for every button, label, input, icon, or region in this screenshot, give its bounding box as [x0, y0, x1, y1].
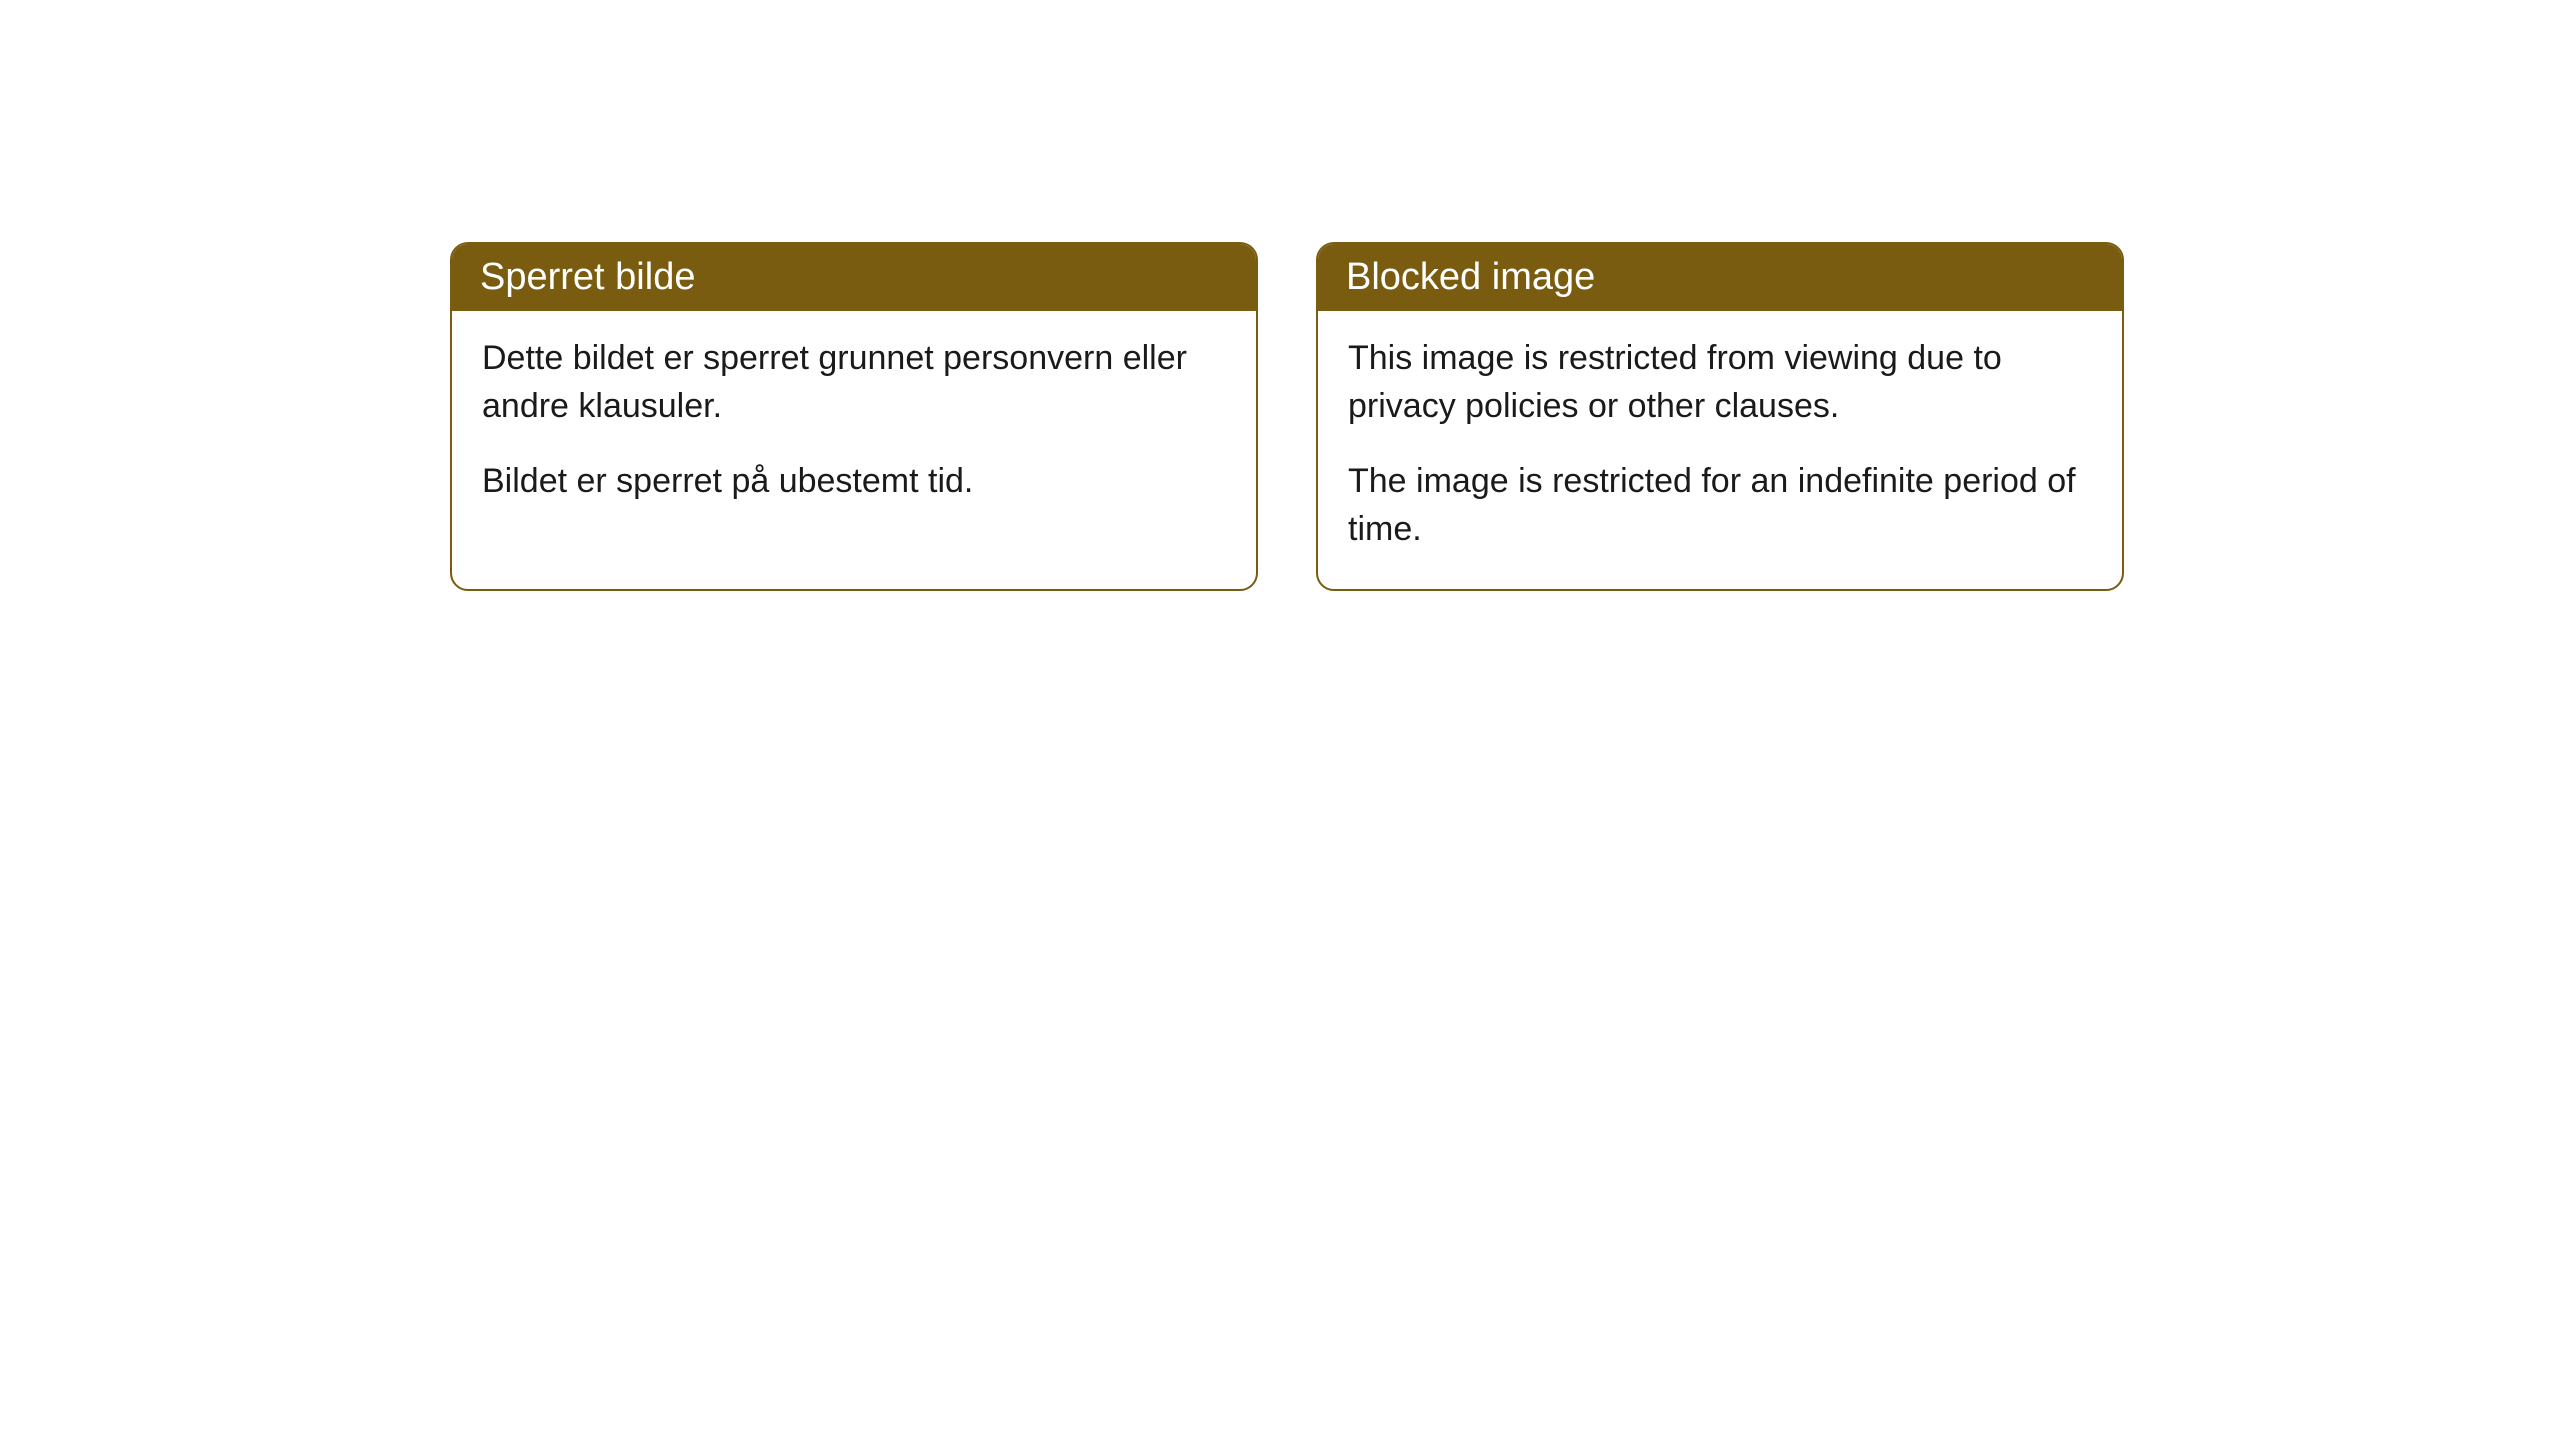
card-paragraph: The image is restricted for an indefinit…: [1348, 458, 2092, 553]
card-header: Blocked image: [1318, 244, 2122, 311]
card-title: Sperret bilde: [480, 256, 695, 298]
notice-card-english: Blocked image This image is restricted f…: [1316, 242, 2124, 591]
notice-card-norwegian: Sperret bilde Dette bildet er sperret gr…: [450, 242, 1258, 591]
card-paragraph: Bildet er sperret på ubestemt tid.: [482, 458, 1226, 506]
notice-cards-container: Sperret bilde Dette bildet er sperret gr…: [450, 242, 2124, 591]
card-body: Dette bildet er sperret grunnet personve…: [452, 311, 1256, 542]
card-paragraph: Dette bildet er sperret grunnet personve…: [482, 335, 1226, 430]
card-paragraph: This image is restricted from viewing du…: [1348, 335, 2092, 430]
card-body: This image is restricted from viewing du…: [1318, 311, 2122, 589]
card-header: Sperret bilde: [452, 244, 1256, 311]
card-title: Blocked image: [1346, 256, 1595, 298]
